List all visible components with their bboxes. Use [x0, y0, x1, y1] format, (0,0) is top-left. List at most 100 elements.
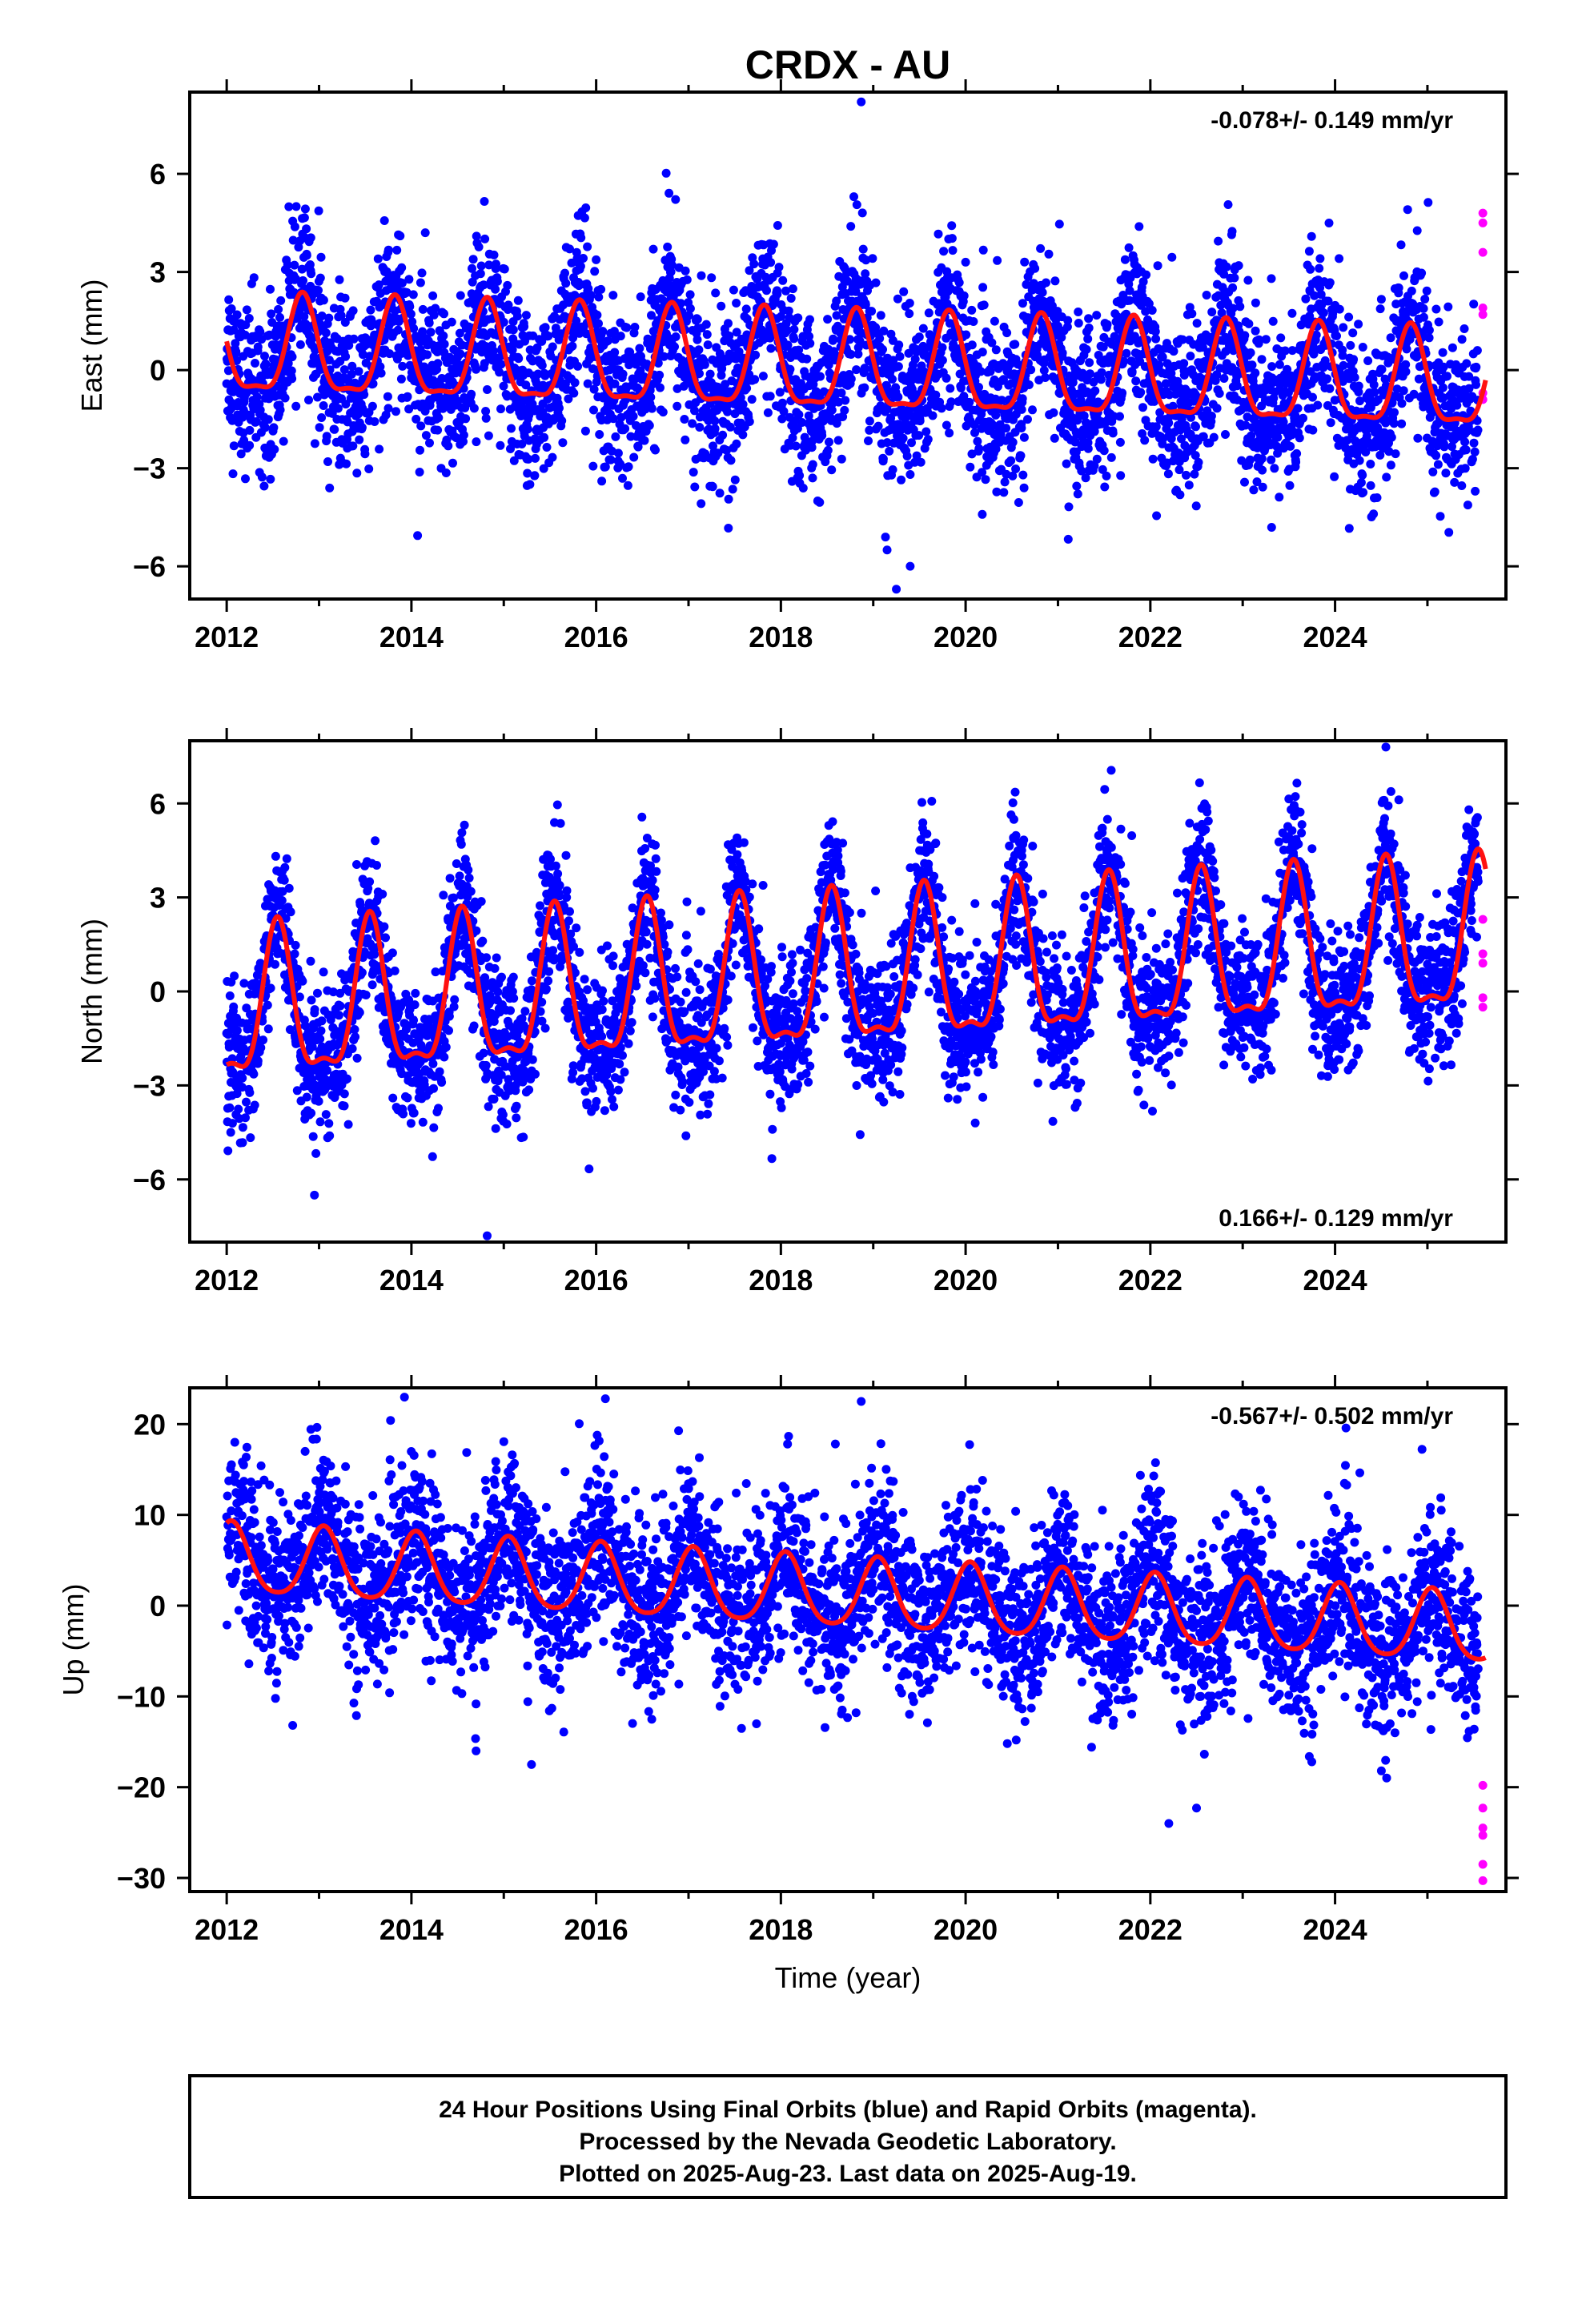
east-data-point [358, 350, 367, 360]
east-data-point [324, 356, 334, 365]
east-data-point [1017, 424, 1026, 432]
north-data-point [317, 1016, 327, 1026]
east-data-point [1457, 335, 1467, 344]
east-data-point [629, 452, 639, 462]
east-data-point [967, 340, 977, 350]
east-data-point [1377, 364, 1387, 374]
east-data-point [1130, 332, 1139, 341]
east-data-point [440, 340, 449, 349]
east-data-point [945, 428, 954, 438]
east-data-point [335, 275, 344, 284]
east-data-point [1232, 381, 1242, 391]
east-data-point [1180, 440, 1190, 450]
east-data-point [967, 449, 977, 459]
east-data-point [1186, 352, 1195, 361]
east-data-point [488, 346, 498, 356]
east-data-point [758, 372, 768, 381]
east-data-point [540, 432, 549, 442]
east-data-point [319, 401, 328, 410]
east-data-point [1019, 483, 1029, 493]
east-data-point [228, 469, 238, 479]
east-final-orbit-points [222, 97, 1483, 594]
east-data-point [1191, 501, 1201, 511]
east-data-point [946, 397, 956, 407]
east-data-point [1464, 372, 1474, 381]
east-data-point [1315, 283, 1325, 292]
east-data-point [860, 383, 869, 392]
east-data-point [302, 224, 311, 234]
east-rapid-point [1478, 310, 1488, 320]
east-data-point [1424, 325, 1434, 335]
east-data-point [266, 474, 275, 484]
north-data-point [363, 883, 373, 893]
north-data-point [271, 959, 279, 969]
east-data-point [725, 422, 735, 432]
east-data-point [1464, 384, 1474, 393]
east-data-point [1014, 498, 1023, 507]
east-data-point [947, 221, 957, 231]
east-data-point [647, 311, 656, 320]
east-data-point [793, 313, 803, 323]
east-data-point [1199, 337, 1208, 347]
east-data-point [876, 311, 885, 320]
east-data-point [452, 433, 461, 443]
east-data-point [861, 255, 871, 265]
east-data-point [1272, 441, 1282, 451]
east-data-point [489, 250, 499, 259]
x-tick-label: 2020 [934, 621, 998, 653]
east-data-point [681, 435, 690, 444]
east-frame [188, 90, 1508, 601]
east-data-point [1257, 454, 1267, 464]
east-data-point [808, 460, 817, 469]
east-data-point [1044, 249, 1054, 259]
east-data-point [974, 444, 984, 453]
east-data-point [1008, 437, 1018, 447]
east-data-point [472, 437, 481, 447]
east-rapid-orbit-points [1478, 208, 1488, 404]
east-data-point [946, 384, 955, 393]
east-data-point [1036, 243, 1046, 253]
east-data-point [875, 334, 885, 344]
east-data-point [1283, 364, 1292, 374]
east-data-point [596, 284, 606, 294]
east-data-point [461, 414, 471, 424]
east-data-point [1424, 333, 1434, 343]
east-data-point [1295, 433, 1304, 443]
north-data-point [238, 1073, 247, 1083]
east-data-point [1431, 304, 1441, 314]
east-data-point [823, 315, 833, 324]
east-data-point [1116, 471, 1126, 480]
east-data-point [499, 317, 508, 327]
east-data-point [1020, 257, 1030, 267]
north-data-point [321, 1110, 331, 1120]
east-data-point [915, 416, 925, 426]
east-data-point [1167, 252, 1177, 262]
east-data-point [528, 399, 537, 408]
north-data-point [232, 1026, 242, 1035]
east-data-point [508, 345, 517, 355]
east-data-point [455, 328, 464, 338]
east-data-point [1267, 274, 1276, 283]
east-data-point [1071, 447, 1081, 456]
east-data-point [1361, 448, 1371, 456]
east-data-point [476, 261, 486, 271]
north-data-point [343, 1074, 351, 1084]
north-data-point [259, 1035, 268, 1045]
east-data-point [333, 404, 343, 413]
east-data-point [223, 366, 233, 376]
east-data-point [791, 441, 801, 451]
east-data-point [1358, 470, 1367, 480]
east-data-point [352, 468, 362, 478]
east-data-point [695, 423, 705, 432]
east-data-point [1148, 454, 1158, 464]
east-data-point [304, 396, 313, 404]
north-data-point [238, 1123, 247, 1132]
east-data-point [1174, 465, 1184, 475]
east-data-point [1223, 200, 1233, 209]
east-data-point [517, 440, 527, 448]
east-data-point [695, 369, 704, 378]
east-data-point [481, 407, 491, 416]
east-data-point [1355, 456, 1364, 465]
east-data-point [1074, 319, 1083, 328]
east-data-point [1386, 460, 1395, 470]
